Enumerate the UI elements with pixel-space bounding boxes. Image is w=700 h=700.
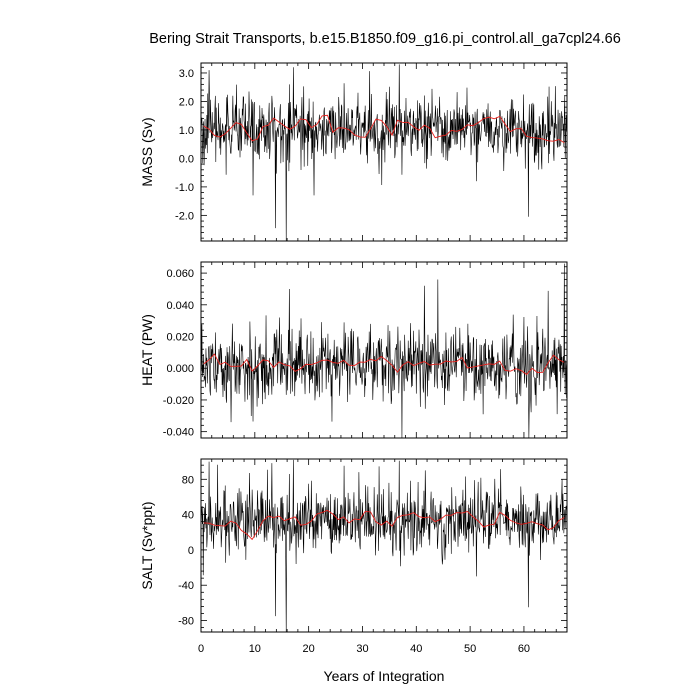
chart-title: Bering Strait Transports, b.e15.B1850.f0… [149,31,621,47]
panel-0: 3.0 2.0 1.0 0.0 -1.0 -2.0 MASS (Sv) [139,62,568,242]
x-tick-label: 10 [249,643,261,655]
y-tick-label: 1.0 [179,125,194,137]
annual-mean-line [203,114,565,144]
y-axis-label: SALT (Sv*ppt) [139,501,155,589]
monthly-series-line [200,64,568,242]
y-tick-label: 0.000 [166,363,194,375]
x-tick-label: 30 [356,643,368,655]
y-tick-label: -2.0 [175,210,194,222]
panel-1: 0.060 0.040 0.020 0.000 -0.020 -0.040 HEAT (PW… [139,261,568,439]
plot-frame [200,261,568,439]
y-tick-label: 0.040 [166,300,194,312]
monthly-series-line [200,459,568,633]
annual-mean-line [203,509,565,541]
x-axis-label: Years of Integration [324,668,445,684]
panel-2: 80 40 0 -40 -80 0 10 20 30 40 50 60 SALT (Sv*ppt) Yea… [139,458,568,684]
y-tick-label: -0.040 [163,427,194,439]
y-tick-label: 80 [182,474,194,486]
y-tick-label: 2.0 [179,96,194,108]
y-tick-label: -1.0 [175,182,194,194]
x-tick-label: 20 [303,643,315,655]
x-tick-label: 0 [198,643,204,655]
y-tick-label: -0.020 [163,395,194,407]
monthly-series-line [200,263,568,439]
x-tick-label: 40 [410,643,422,655]
y-tick-label: -40 [178,580,194,592]
y-tick-label: -80 [178,616,194,628]
plot-frame [200,62,568,242]
y-axis-label: MASS (Sv) [139,117,155,186]
y-tick-label: 0 [188,545,194,557]
annual-mean-line [203,353,565,376]
plot-frame [200,458,568,633]
x-tick-label: 60 [518,643,530,655]
y-tick-label: 0.0 [179,153,194,165]
y-tick-label: 0.020 [166,332,194,344]
y-tick-label: 0.060 [166,268,194,280]
x-tick-label: 50 [464,643,476,655]
y-tick-label: 3.0 [179,68,194,80]
y-axis-label: HEAT (PW) [139,314,155,386]
y-tick-label: 40 [182,510,194,522]
